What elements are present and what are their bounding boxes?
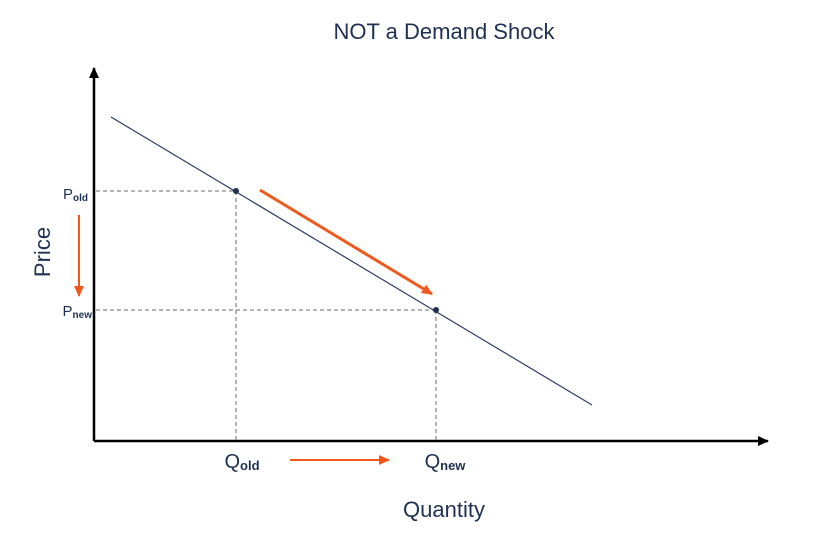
label-p-new: Pnew xyxy=(63,303,93,321)
movement-along-curve-arrow xyxy=(259,188,433,296)
label-q-new: Qnew xyxy=(425,451,467,473)
chart-title: NOT a Demand Shock xyxy=(334,19,556,44)
label-p-new-sub: new xyxy=(73,310,93,321)
y-axis-label: Price xyxy=(30,227,55,277)
label-p-old-base: P xyxy=(63,186,73,203)
label-q-new-sub: new xyxy=(440,458,466,473)
label-p-new-base: P xyxy=(63,303,73,320)
demand-curve xyxy=(110,116,593,406)
label-q-old-sub: old xyxy=(240,458,260,473)
label-q-new-base: Q xyxy=(425,451,441,473)
label-p-old: Pold xyxy=(63,186,88,204)
point-old xyxy=(233,188,239,194)
label-q-old: Qold xyxy=(224,451,259,473)
label-p-old-sub: old xyxy=(73,193,88,204)
label-q-old-base: Q xyxy=(224,451,240,473)
x-axis-label: Quantity xyxy=(403,497,485,522)
point-new xyxy=(433,307,439,313)
